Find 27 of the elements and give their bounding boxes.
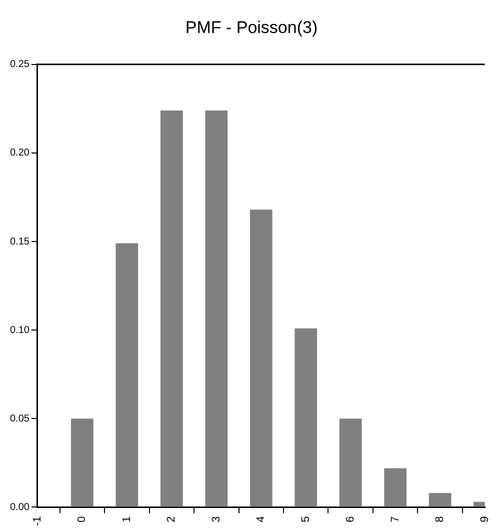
x-tick-label: 3: [210, 516, 222, 522]
bar: [294, 328, 318, 507]
x-tick-label: 7: [389, 516, 402, 522]
bar: [116, 243, 138, 507]
bar: [339, 418, 362, 507]
bar: [205, 110, 228, 507]
y-tick-label: 0.25: [10, 59, 30, 70]
y-tick-label: 0.00: [10, 502, 30, 513]
bar: [250, 210, 272, 507]
x-tick-label: 9: [478, 516, 491, 522]
x-tick-label: -1: [31, 516, 44, 526]
x-tick-label: 0: [76, 516, 88, 522]
bar: [384, 468, 407, 507]
y-tick-label: 0.15: [10, 236, 30, 248]
bar: [71, 418, 94, 507]
bar: [160, 110, 183, 507]
x-tick-label: 8: [434, 516, 446, 522]
x-tick-label: 2: [166, 516, 178, 522]
y-tick-label: 0.20: [10, 148, 30, 159]
chart-title: PMF - Poisson(3): [185, 18, 318, 37]
x-tick-label: 5: [300, 516, 312, 522]
y-tick-label: 0.10: [10, 324, 30, 336]
x-tick-label: 1: [120, 516, 133, 522]
x-tick-label: 4: [255, 516, 268, 522]
bar: [428, 493, 452, 507]
y-tick-label: 0.05: [10, 413, 30, 424]
x-tick-label: 6: [344, 516, 357, 522]
